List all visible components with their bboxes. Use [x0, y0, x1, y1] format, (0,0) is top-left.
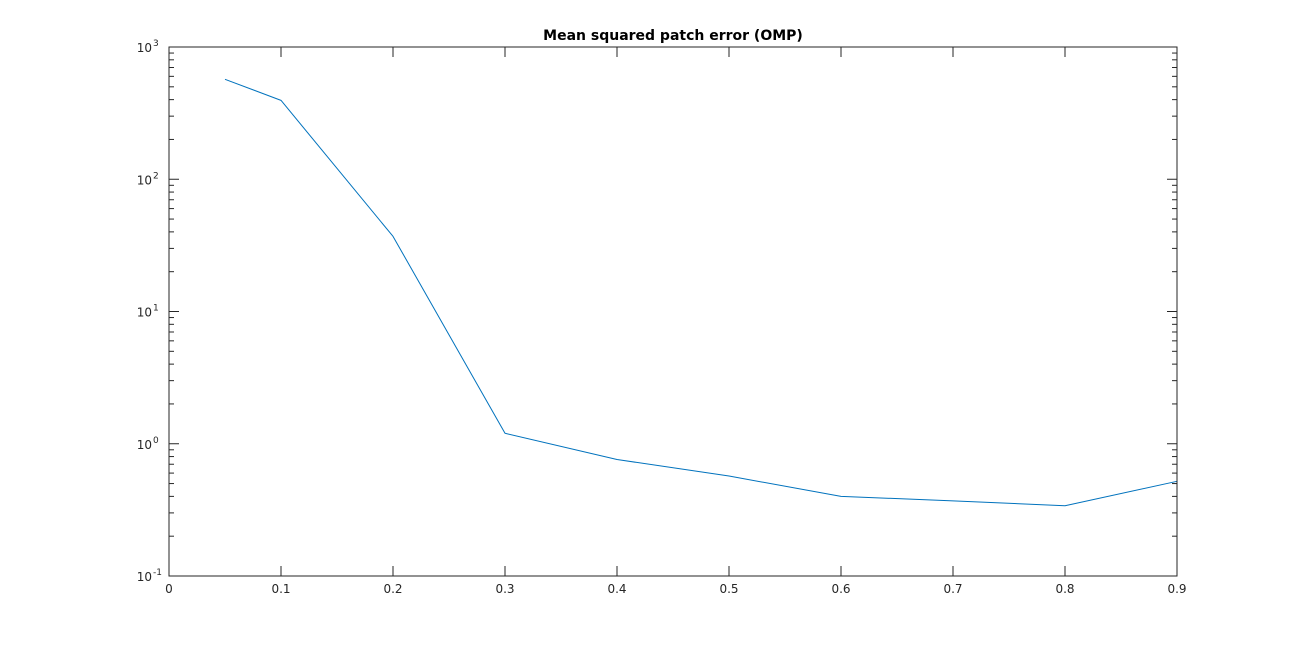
tick-marks [168, 46, 1178, 577]
x-tick-label: 0.4 [607, 582, 626, 596]
y-tick-label-exponent: 1 [153, 304, 159, 314]
series-line [224, 78, 1178, 507]
y-tick-label-exponent: -1 [153, 568, 162, 578]
x-tick-labels: 0 0.1 0.2 0.3 0.4 0.5 0.6 0.7 0.8 0.9 [165, 582, 1186, 596]
y-tick-label: 10 [137, 306, 152, 320]
y-tick-label-base: 10 [137, 41, 152, 55]
x-tick-label: 0.3 [495, 582, 514, 596]
x-tick-label: 0.8 [1055, 582, 1074, 596]
x-tick-label: 0.6 [831, 582, 850, 596]
plot-frame [168, 46, 1178, 577]
x-tick-label: 0.7 [943, 582, 962, 596]
x-tick-label: 0.2 [383, 582, 402, 596]
y-tick-label-base: 10 [137, 306, 152, 320]
y-tick-label-base: 10 [137, 173, 152, 187]
chart-title: Mean squared patch error (OMP) [543, 28, 803, 44]
y-tick-label-exponent: 2 [153, 171, 159, 181]
y-tick-label: 10 [137, 173, 152, 187]
series-layer [224, 78, 1178, 507]
y-tick-label-exponent: 3 [153, 39, 159, 49]
y-tick-label: 10 [137, 438, 152, 452]
x-tick-label: 0.9 [1167, 582, 1186, 596]
y-tick-label-base: 10 [137, 438, 152, 452]
y-tick-label: 10 [137, 41, 152, 55]
x-tick-label: 0.1 [271, 582, 290, 596]
x-tick-label: 0 [165, 582, 173, 596]
x-tick-label: 0.5 [719, 582, 738, 596]
plot-background [169, 47, 1177, 576]
y-tick-label-exponent: 0 [153, 436, 159, 446]
y-tick-label: 10 [137, 570, 152, 584]
y-tick-label-base: 10 [137, 570, 152, 584]
